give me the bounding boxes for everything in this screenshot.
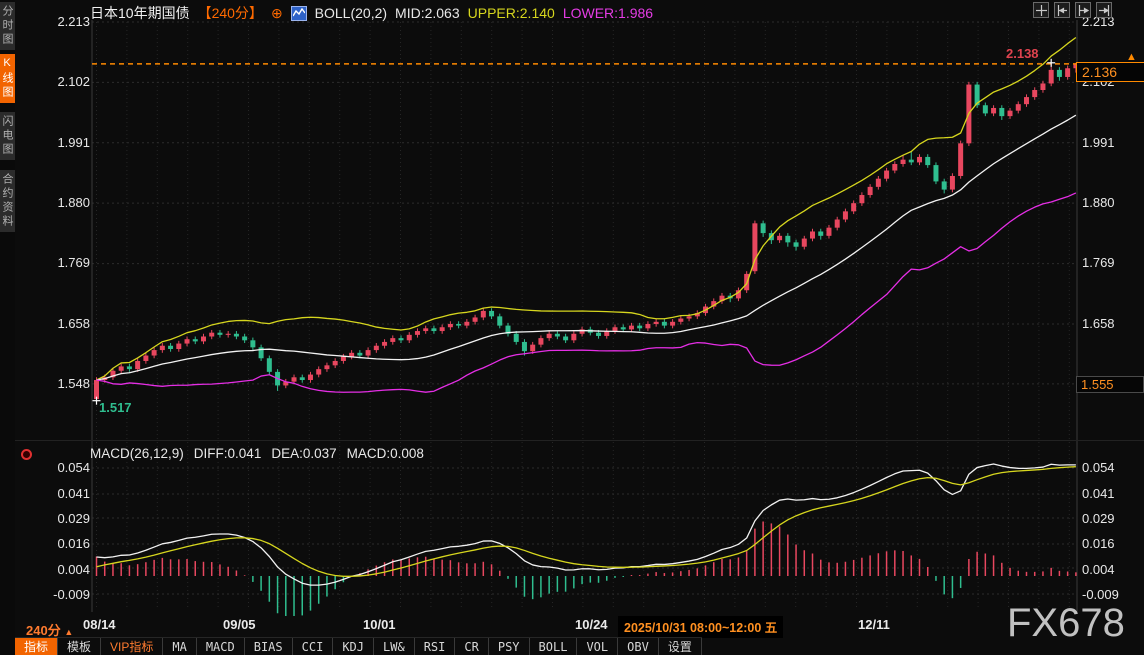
toolbar-bias-button[interactable]: BIAS xyxy=(244,638,293,655)
macd-params-label: MACD(26,12,9) xyxy=(90,446,184,461)
x-axis-label: 10/24 xyxy=(575,617,608,632)
macd-axis-label: 0.016 xyxy=(1082,536,1115,551)
chart-header: 日本10年期国债 【240分】 ⊕ BOLL(20,2) MID:2.063 U… xyxy=(90,3,653,23)
sidebar-tab-contract-info[interactable]: 合约资料 xyxy=(0,170,15,232)
selected-bar-date-label: 2025/10/31 08:00~12:00 五 xyxy=(618,616,784,638)
macd-axis-label: 0.054 xyxy=(57,460,90,475)
macd-axis-label: 0.004 xyxy=(1082,562,1115,577)
macd-diff-value: DIFF:0.041 xyxy=(193,446,262,461)
highest-price-annotation: 2.138 xyxy=(1006,46,1039,61)
macd-histogram xyxy=(95,521,1077,616)
period-label[interactable]: 【240分】 xyxy=(197,5,263,21)
macd-axis-label: 0.041 xyxy=(57,486,90,501)
move-icon[interactable] xyxy=(1033,2,1049,18)
macd-axis-label: 0.041 xyxy=(1082,486,1115,501)
toolbar-template-button[interactable]: 模板 xyxy=(58,638,102,655)
bottom-toolbar: 指标 模板 VIP指标 MA MACD BIAS CCI KDJ LW& RSI… xyxy=(15,637,702,655)
sidebar-tab-lightning-chart[interactable]: 闪电图 xyxy=(0,112,15,160)
x-axis-label: 10/01 xyxy=(363,617,396,632)
pan-right-icon[interactable] xyxy=(1096,2,1112,18)
boll-mid-value: MID:2.063 xyxy=(395,5,460,21)
sidebar-tab-time-chart[interactable]: 分时图 xyxy=(0,2,15,50)
toolbar-settings-button[interactable]: 设置 xyxy=(658,638,702,655)
macd-axis-label: 0.029 xyxy=(1082,511,1115,526)
panel-divider[interactable] xyxy=(15,440,1144,441)
macd-axis-label: 0.004 xyxy=(57,562,90,577)
period-selector[interactable]: 240分 ▲ xyxy=(26,623,74,638)
indicator-chart-icon[interactable] xyxy=(290,5,307,21)
scale-left-icon[interactable] xyxy=(1054,2,1070,18)
current-price-tag: 2.136 xyxy=(1076,62,1144,82)
boll-params-label: BOLL(20,2) xyxy=(314,5,388,21)
x-axis-label: 09/05 xyxy=(223,617,256,632)
macd-panel-marker-icon[interactable] xyxy=(21,449,32,460)
toolbar-vol-button[interactable]: VOL xyxy=(577,638,619,655)
macd-macd-value: MACD:0.008 xyxy=(346,446,424,461)
circle-plus-icon[interactable]: ⊕ xyxy=(270,4,283,21)
price-axis-label: 1.991 xyxy=(1082,135,1115,150)
toolbar-lwr-button[interactable]: LW& xyxy=(374,638,415,655)
macd-axis-label: -0.009 xyxy=(53,587,90,602)
scale-right-icon[interactable] xyxy=(1075,2,1091,18)
toolbar-indicator-button[interactable]: 指标 xyxy=(15,638,59,655)
candlesticks xyxy=(94,62,1079,401)
toolbar-psy-button[interactable]: PSY xyxy=(488,638,530,655)
session-low-tag: 1.555 xyxy=(1076,376,1144,393)
sidebar-tab-kline-chart[interactable]: K线图 xyxy=(0,54,15,103)
boll-upper-value: UPPER:2.140 xyxy=(467,5,555,21)
price-axis-label: 1.658 xyxy=(1082,316,1115,331)
price-axis-label: 1.880 xyxy=(1082,195,1115,210)
price-axis-label: 1.991 xyxy=(57,135,90,150)
extreme-markers xyxy=(92,58,1056,405)
macd-dea-value: DEA:0.037 xyxy=(271,446,337,461)
macd-axis-label: 0.054 xyxy=(1082,460,1115,475)
price-axis-label: 2.213 xyxy=(57,14,90,29)
instrument-name: 日本10年期国债 xyxy=(90,5,190,21)
toolbar-vip-indicator-button[interactable]: VIP指标 xyxy=(101,638,164,655)
price-axis-label: 1.769 xyxy=(57,255,90,270)
toolbar-macd-button[interactable]: MACD xyxy=(196,638,245,655)
price-axis-label: 2.102 xyxy=(57,74,90,89)
macd-axis-label: 0.016 xyxy=(57,536,90,551)
price-axis-label: 1.880 xyxy=(57,195,90,210)
chart-tool-icons xyxy=(1033,2,1112,18)
period-up-arrow-icon: ▲ xyxy=(64,627,74,637)
x-axis-label: 12/11 xyxy=(858,617,890,632)
boll-bands xyxy=(96,36,1077,393)
macd-lines xyxy=(96,463,1076,586)
boll-lower-value: LOWER:1.986 xyxy=(562,5,654,21)
macd-axis-label: -0.009 xyxy=(1082,587,1119,602)
toolbar-rsi-button[interactable]: RSI xyxy=(414,638,456,655)
toolbar-cci-button[interactable]: CCI xyxy=(292,638,334,655)
macd-header: MACD(26,12,9) DIFF:0.041 DEA:0.037 MACD:… xyxy=(90,446,424,461)
toolbar-kdj-button[interactable]: KDJ xyxy=(333,638,375,655)
lowest-price-annotation: 1.517 xyxy=(99,400,132,415)
price-axis-label: 1.769 xyxy=(1082,255,1115,270)
fx678-watermark: FX678 xyxy=(1007,601,1125,645)
price-axis-label: 1.548 xyxy=(57,376,90,391)
macd-axis-label: 0.029 xyxy=(57,511,90,526)
toolbar-boll-button[interactable]: BOLL xyxy=(529,638,578,655)
price-axis-label: 1.658 xyxy=(57,316,90,331)
grid-lines xyxy=(91,20,1078,612)
price-alert-icon[interactable]: ▲ xyxy=(1126,51,1137,63)
sidebar: 分时图 K线图 闪电图 合约资料 xyxy=(0,0,15,655)
toolbar-ma-button[interactable]: MA xyxy=(163,638,197,655)
toolbar-obv-button[interactable]: OBV xyxy=(618,638,659,655)
x-axis-label: 08/14 xyxy=(83,617,116,632)
toolbar-cr-button[interactable]: CR xyxy=(455,638,489,655)
